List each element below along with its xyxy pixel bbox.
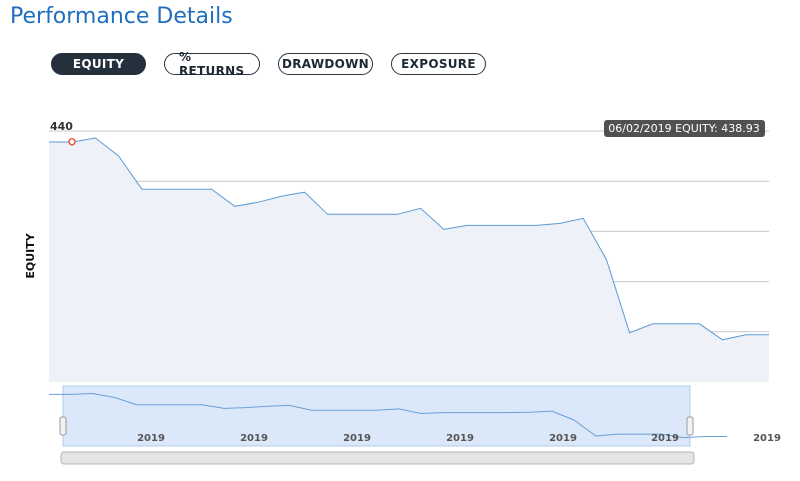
tab-equity[interactable]: EQUITY	[51, 53, 146, 75]
data-point[interactable]	[92, 135, 98, 141]
tooltip: 06/02/2019 EQUITY: 438.93	[604, 120, 765, 137]
data-point[interactable]	[766, 332, 772, 338]
chart-tabs: EQUITY % RETURNS DRAWDOWN EXPOSURE	[51, 50, 486, 78]
data-point[interactable]	[418, 205, 424, 211]
data-point[interactable]	[209, 186, 215, 192]
data-point[interactable]	[720, 337, 726, 343]
y-tick-label: 440	[50, 120, 73, 133]
data-point[interactable]	[116, 153, 122, 159]
data-point[interactable]	[394, 211, 400, 217]
data-point[interactable]	[255, 199, 261, 205]
data-point[interactable]	[185, 186, 191, 192]
tooltip-box	[604, 120, 765, 137]
navigator-tick-label: 2019	[446, 433, 474, 444]
data-point[interactable]	[673, 321, 679, 327]
y-axis-label: EQUITY	[24, 232, 37, 278]
navigator[interactable]: 2019 2019 2019 2019 2019 2019 2019	[49, 382, 781, 447]
scrollbar[interactable]	[60, 451, 695, 465]
tab-returns[interactable]: % RETURNS	[164, 50, 260, 78]
data-point[interactable]	[743, 332, 749, 338]
data-point[interactable]	[534, 222, 540, 228]
data-point[interactable]	[232, 203, 238, 209]
hover-marker	[68, 137, 76, 146]
navigator-tick-label: 2019	[137, 433, 165, 444]
navigator-tick-label: 2019	[651, 433, 679, 444]
data-point[interactable]	[162, 186, 168, 192]
tab-drawdown[interactable]: DRAWDOWN	[278, 53, 373, 75]
data-point[interactable]	[301, 189, 307, 195]
data-point[interactable]	[441, 226, 447, 232]
data-point[interactable]	[511, 222, 517, 228]
data-point[interactable]	[278, 193, 284, 199]
data-point[interactable]	[696, 321, 702, 327]
data-point[interactable]	[139, 186, 145, 192]
data-point[interactable]	[464, 222, 470, 228]
navigator-ticks: 2019 2019 2019 2019 2019 2019 2019	[137, 433, 781, 444]
data-point[interactable]	[348, 211, 354, 217]
navigator-tick-label: 2019	[343, 433, 371, 444]
navigator-tick-label: 2019	[240, 433, 268, 444]
page-title: Performance Details	[10, 4, 233, 29]
navigator-selection[interactable]	[62, 385, 691, 447]
tab-exposure[interactable]: EXPOSURE	[391, 53, 486, 75]
data-point[interactable]	[650, 321, 656, 327]
navigator-tick-label: 2019	[549, 433, 577, 444]
data-point[interactable]	[580, 215, 586, 221]
data-point[interactable]	[627, 330, 633, 336]
navigator-left-handle[interactable]	[59, 416, 67, 436]
tooltip-text: 06/02/2019 EQUITY: 438.93	[608, 122, 759, 135]
data-point[interactable]	[487, 222, 493, 228]
data-point[interactable]	[46, 139, 52, 145]
equity-line	[49, 137, 769, 341]
navigator-right-handle[interactable]	[686, 416, 694, 436]
data-point[interactable]	[325, 211, 331, 217]
data-point[interactable]	[603, 257, 609, 263]
data-point[interactable]	[557, 220, 563, 226]
equity-area	[49, 138, 769, 382]
navigator-line	[49, 392, 727, 439]
data-point[interactable]	[371, 211, 377, 217]
navigator-tick-label: 2019	[753, 433, 781, 444]
